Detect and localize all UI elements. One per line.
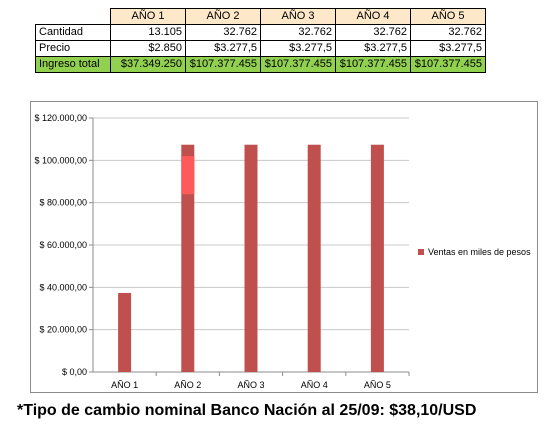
- y-tick-label: $ 40.000,00: [39, 282, 87, 292]
- bar: [181, 144, 195, 372]
- table-cell: $3.277,5: [185, 40, 261, 57]
- y-tick-label: $ 100.000,00: [34, 155, 87, 165]
- table-cell: 32.762: [410, 24, 486, 41]
- sales-table: AÑO 1 AÑO 2 AÑO 3 AÑO 4 AÑO 5 Cantidad 13.105 3…: [35, 8, 486, 73]
- x-tick-label: AÑO 4: [301, 380, 328, 390]
- chart-frame: $ 0,00 $ 20.000,00 $ 40.000,00 $ 60.000,00 $…: [30, 101, 538, 393]
- legend-swatch: [418, 249, 424, 255]
- table-header-cell: AÑO 1: [110, 8, 186, 25]
- table-row: Ingreso total $37.349.250 $107.377.455 $107…: [35, 56, 486, 73]
- table-corner-cell: [35, 8, 111, 25]
- table-cell: 32.762: [185, 24, 261, 41]
- table-header-cell: AÑO 4: [335, 8, 411, 25]
- table-cell: $107.377.455: [185, 56, 261, 73]
- row-label: Cantidad: [35, 24, 111, 41]
- bar: [370, 144, 384, 372]
- table-cell: $2.850: [110, 40, 186, 57]
- y-tick-label: $ 60.000,00: [39, 240, 87, 250]
- y-tick-label: $ 0,00: [62, 367, 87, 377]
- table-row: Precio $2.850 $3.277,5 $3.277,5 $3.277,5 $3.2…: [35, 40, 486, 57]
- row-label: Ingreso total: [35, 56, 111, 73]
- table-header-cell: AÑO 2: [185, 8, 261, 25]
- exchange-rate-footnote: *Tipo de cambio nominal Banco Nación al …: [17, 402, 477, 419]
- table-cell: $107.377.455: [335, 56, 411, 73]
- bar: [307, 144, 321, 372]
- y-tick-label: $ 120.000,00: [34, 113, 87, 123]
- row-label: Precio: [35, 40, 111, 57]
- x-tick-label: AÑO 1: [111, 380, 138, 390]
- y-tick-label: $ 20.000,00: [39, 325, 87, 335]
- table-cell: 32.762: [260, 24, 336, 41]
- table-row: Cantidad 13.105 32.762 32.762 32.762 32.762: [35, 24, 486, 41]
- x-tick-label: AÑO 2: [174, 380, 201, 390]
- table-cell: $3.277,5: [260, 40, 336, 57]
- table-cell: $107.377.455: [260, 56, 336, 73]
- table-cell: 32.762: [335, 24, 411, 41]
- table-cell: $107.377.455: [410, 56, 486, 73]
- sales-chart: $ 0,00 $ 20.000,00 $ 40.000,00 $ 60.000,00 $…: [34, 113, 531, 390]
- table-cell: 13.105: [110, 24, 186, 41]
- table-cell: $3.277,5: [410, 40, 486, 57]
- x-tick-label: AÑO 5: [364, 380, 391, 390]
- x-tick-label: AÑO 3: [237, 380, 264, 390]
- table-header-cell: AÑO 3: [260, 8, 336, 25]
- table-header-row: AÑO 1 AÑO 2 AÑO 3 AÑO 4 AÑO 5: [35, 8, 486, 25]
- legend-label: Ventas en miles de pesos: [428, 247, 531, 257]
- table-cell: $37.349.250: [110, 56, 186, 73]
- bar: [244, 144, 258, 372]
- y-tick-label: $ 80.000,00: [39, 198, 87, 208]
- bar: [118, 292, 132, 372]
- bar-highlight-segment: [181, 156, 195, 195]
- table-header-cell: AÑO 5: [410, 8, 486, 25]
- table-cell: $3.277,5: [335, 40, 411, 57]
